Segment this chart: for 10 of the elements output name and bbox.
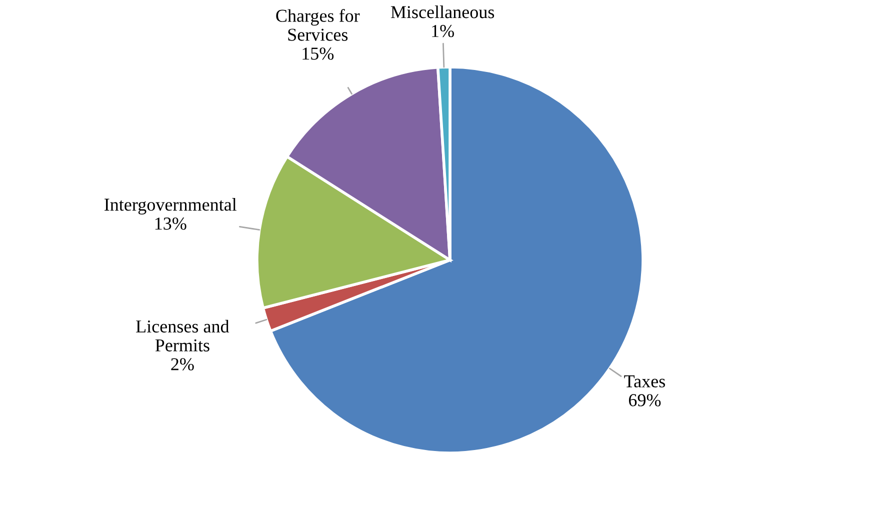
data-label: 69%: [628, 394, 661, 406]
data-label: 2%: [171, 358, 194, 370]
slice-label: Licenses and Permits: [136, 320, 230, 352]
data-label: 1%: [432, 24, 454, 38]
slice-label: Taxes: [624, 375, 666, 388]
data-label: 13%: [155, 218, 186, 230]
slice-label: Charges for Services: [276, 9, 360, 41]
slice-label: Intergovernmental: [104, 198, 237, 214]
data-label: 15%: [302, 48, 334, 60]
slice-label: Miscellaneous: [390, 6, 494, 18]
